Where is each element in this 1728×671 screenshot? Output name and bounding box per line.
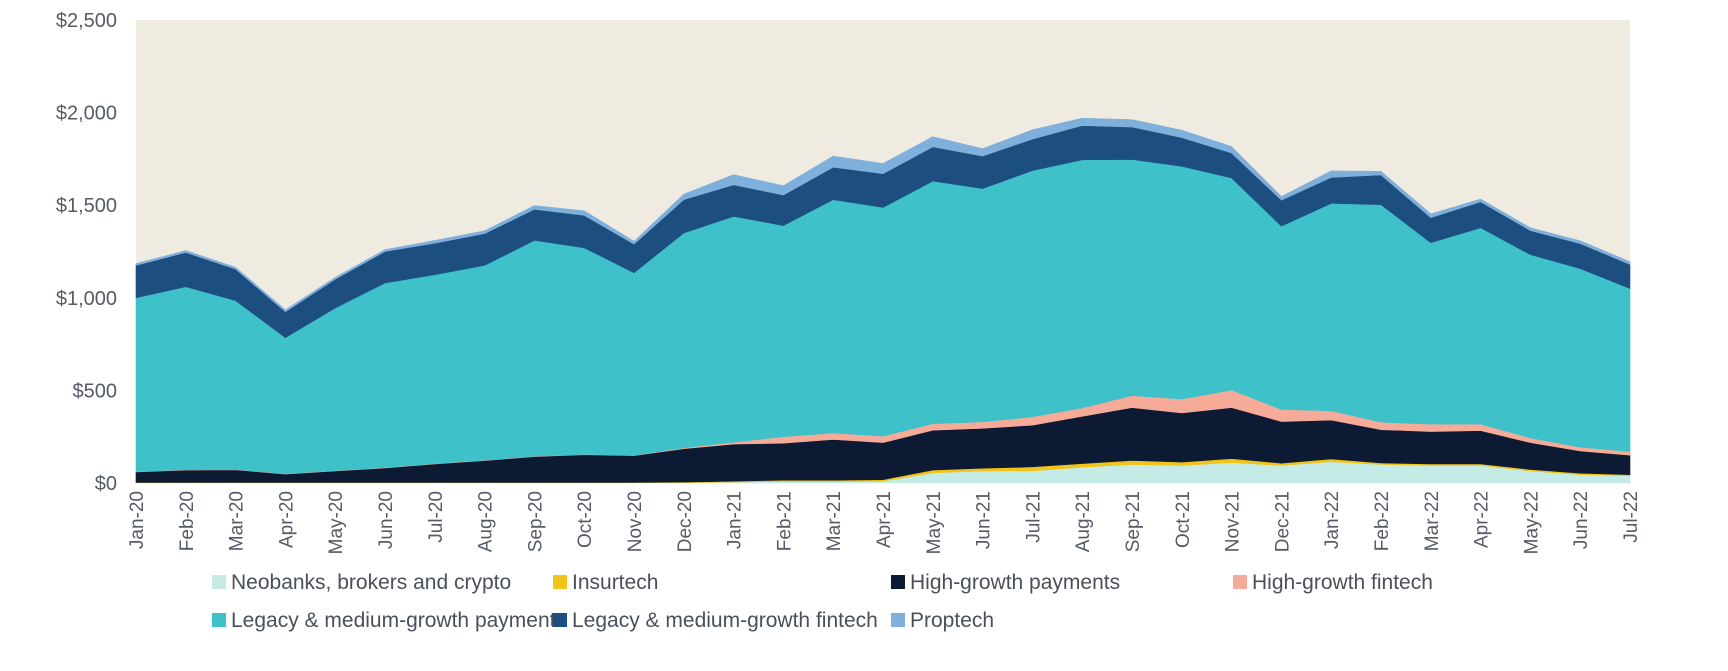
x-tick-label: Feb-20	[177, 491, 198, 551]
area-proptech	[135, 117, 1631, 313]
x-tick-label: Aug-20	[476, 491, 497, 552]
x-tick-label: Feb-21	[774, 491, 795, 551]
legend-label: Proptech	[910, 609, 994, 632]
x-tick-label: Dec-21	[1272, 491, 1293, 552]
legend-swatch	[212, 613, 226, 627]
x-tick-label: Jun-20	[376, 491, 397, 549]
x-tick-label: Jul-21	[1023, 491, 1044, 543]
y-tick-label: $2,500	[56, 10, 117, 32]
x-tick-label: May-20	[326, 491, 347, 554]
legend-swatch	[891, 575, 905, 589]
legend-label: Legacy & medium-growth fintech	[572, 609, 878, 632]
x-tick-label: Jul-22	[1621, 491, 1642, 543]
x-tick-label: Feb-22	[1372, 491, 1393, 551]
legend-label: High-growth fintech	[1252, 571, 1433, 594]
x-tick-label: Apr-21	[874, 491, 895, 548]
x-axis: Jan-20 Feb-20 Mar-20 Apr-20 May-20 Jun-20 Jul-…	[127, 491, 1642, 554]
legend-item: Legacy & medium-growth payments	[212, 609, 566, 632]
legend-item: Proptech	[891, 609, 994, 632]
legend-label: High-growth payments	[910, 571, 1120, 594]
legend-item: High-growth payments	[891, 571, 1120, 594]
x-tick-label: May-21	[924, 491, 945, 554]
legend: Neobanks, brokers and crypto Insurtech Hig…	[212, 571, 1433, 632]
x-tick-label: Jan-21	[725, 491, 746, 549]
x-tick-label: Jan-20	[127, 491, 148, 549]
legend-item: High-growth fintech	[1233, 571, 1433, 594]
x-tick-label: Aug-21	[1073, 491, 1094, 552]
x-tick-label: Oct-20	[575, 491, 596, 548]
x-tick-label: Jul-20	[426, 491, 447, 543]
legend-swatch	[212, 575, 226, 589]
x-tick-label: Nov-20	[625, 491, 646, 552]
legend-swatch	[1233, 575, 1247, 589]
x-tick-label: Jan-22	[1322, 491, 1343, 549]
legend-label: Legacy & medium-growth payments	[231, 609, 566, 632]
y-tick-label: $1,000	[56, 288, 117, 310]
x-tick-label: Jun-22	[1571, 491, 1592, 549]
y-tick-label: $1,500	[56, 195, 117, 217]
x-tick-label: Nov-21	[1223, 491, 1244, 552]
x-tick-label: Sep-20	[525, 491, 546, 552]
y-tick-label: $2,000	[56, 103, 117, 125]
legend-swatch	[553, 613, 567, 627]
x-tick-label: Mar-22	[1422, 491, 1443, 551]
legend-label: Neobanks, brokers and crypto	[231, 571, 511, 594]
y-axis: $0 $500 $1,000 $1,500 $2,000 $2,500	[56, 10, 117, 495]
y-tick-label: $0	[95, 473, 117, 495]
legend-item: Insurtech	[553, 571, 658, 594]
x-tick-label: Mar-20	[227, 491, 248, 551]
x-tick-label: Dec-20	[675, 491, 696, 552]
x-tick-label: May-22	[1521, 491, 1542, 554]
legend-swatch	[891, 613, 905, 627]
x-tick-label: Mar-21	[824, 491, 845, 551]
x-tick-label: Oct-21	[1173, 491, 1194, 548]
y-tick-label: $500	[73, 380, 118, 402]
legend-item: Legacy & medium-growth fintech	[553, 609, 878, 632]
legend-item: Neobanks, brokers and crypto	[212, 571, 511, 594]
legend-label: Insurtech	[572, 571, 658, 594]
legend-swatch	[553, 575, 567, 589]
x-tick-label: Jun-21	[974, 491, 995, 549]
series-areas	[135, 117, 1631, 484]
x-tick-label: Apr-20	[276, 491, 297, 548]
x-tick-label: Sep-21	[1123, 491, 1144, 552]
x-tick-label: Apr-22	[1472, 491, 1493, 548]
